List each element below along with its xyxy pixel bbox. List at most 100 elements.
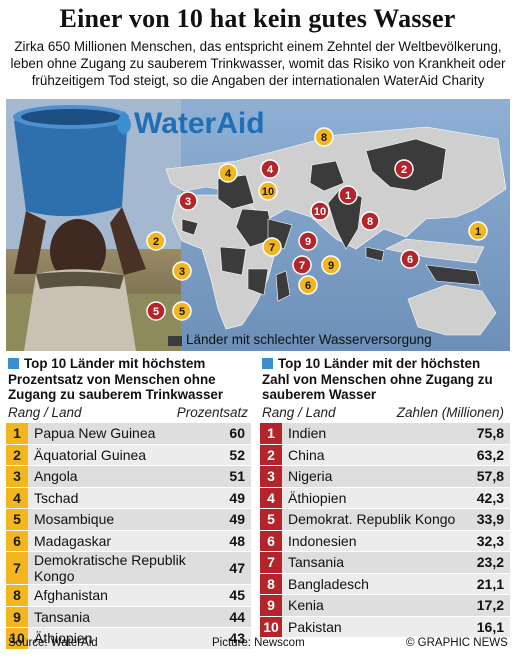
table-row: 2 China 63,2 <box>260 444 510 466</box>
value-cell: 44 <box>229 606 251 628</box>
country-name: Angola <box>28 465 230 488</box>
red-marker-label: 6 <box>407 254 413 266</box>
value-cell: 51 <box>229 465 251 488</box>
yellow-marker-label: 5 <box>179 306 185 318</box>
footer-picture: Picture: Newscom <box>212 637 305 649</box>
table-row: 3 Nigeria 57,8 <box>260 465 510 488</box>
value-cell: 45 <box>229 584 251 607</box>
rank-badge: 9 <box>260 594 282 617</box>
red-marker-label: 5 <box>153 306 159 318</box>
table-row: 7 Tansania 23,2 <box>260 551 510 574</box>
value-cell: 47 <box>229 551 251 585</box>
table-row: 4 Tschad 49 <box>6 487 251 509</box>
value-cell: 43 <box>229 627 251 650</box>
rank-badge: 8 <box>6 584 28 607</box>
rank-badge: 2 <box>260 444 282 466</box>
table-row: 5 Demokrat. Republik Kongo 33,9 <box>260 508 510 531</box>
table-row: 10 Pakistan 16,1 <box>260 616 510 638</box>
yellow-marker-label: 8 <box>321 132 327 144</box>
left-col-value: Prozentsatz <box>176 405 248 420</box>
rank-badge: 3 <box>260 465 282 488</box>
red-marker-label: 10 <box>314 206 326 218</box>
yellow-marker <box>468 221 488 241</box>
value-cell: 52 <box>229 444 251 466</box>
person-head <box>50 219 106 283</box>
country-name: Kenia <box>282 594 474 617</box>
country-name: Tansania <box>282 551 474 574</box>
table-row: 3 Angola 51 <box>6 465 251 488</box>
yellow-marker <box>218 163 238 183</box>
rank-badge: 3 <box>6 465 28 488</box>
rank-badge: 5 <box>260 508 282 531</box>
red-marker <box>310 201 330 221</box>
yellow-marker <box>262 237 282 257</box>
red-marker <box>146 301 166 321</box>
yellow-marker-label: 6 <box>305 280 311 292</box>
table-row: 9 Kenia 17,2 <box>260 594 510 617</box>
table-row: 1 Indien 75,8 <box>260 423 510 445</box>
map-photo-panel: WaterAid 1 2 3 4 5 6 7 8 9 10 1 2 3 4 5 6 7 8 9 10 <box>6 99 510 351</box>
rank-badge: 4 <box>6 487 28 509</box>
right-table: 1 Indien 75,8 2 China 63,2 3 Nigeria 57,8 4 Äthiop… <box>260 423 510 638</box>
country-name: Tansania <box>28 606 230 628</box>
red-marker <box>260 159 280 179</box>
red-marker <box>178 191 198 211</box>
country-name: Äthiopien <box>282 487 474 509</box>
red-marker <box>400 249 420 269</box>
value-cell: 57,8 <box>473 465 510 488</box>
country-name: Indien <box>282 423 474 445</box>
right-col-rank: Rang / Land <box>262 405 336 420</box>
rank-badge: 8 <box>260 573 282 595</box>
country-name: China <box>282 444 474 466</box>
value-cell: 16,1 <box>473 616 510 638</box>
table-row: 8 Bangladesch 21,1 <box>260 573 510 595</box>
rank-badge: 10 <box>260 616 282 638</box>
value-cell: 17,2 <box>473 594 510 617</box>
left-table: 1 Papua New Guinea 60 2 Äquatorial Guinea 52 3… <box>6 423 251 650</box>
value-cell: 63,2 <box>473 444 510 466</box>
legend-swatch <box>168 336 182 346</box>
table-row: 7 Demokratische Republik Kongo 47 <box>6 551 251 585</box>
rank-badge: 7 <box>260 551 282 574</box>
table-row: 1 Papua New Guinea 60 <box>6 423 251 445</box>
table-row: 6 Madagaskar 48 <box>6 530 251 552</box>
value-cell: 42,3 <box>473 487 510 509</box>
legend-label: Länder mit schlechter Wasserversorgung <box>186 332 432 347</box>
rank-badge: 5 <box>6 508 28 531</box>
yellow-marker-label: 2 <box>153 236 159 248</box>
person-shirt <box>24 269 136 351</box>
yellow-marker-label: 10 <box>262 186 274 198</box>
value-cell: 33,9 <box>473 508 510 531</box>
left-panel-heading: Top 10 Länder mit höchstem Prozentsatz v… <box>8 356 224 402</box>
yellow-marker-label: 3 <box>179 266 185 278</box>
red-marker-label: 1 <box>345 190 351 202</box>
right-col-value: Zahlen (Millionen) <box>396 405 504 420</box>
red-marker-label: 2 <box>401 164 407 176</box>
intro-text: Zirka 650 Millionen Menschen, das entspr… <box>10 39 506 88</box>
yellow-marker-label: 9 <box>328 260 334 272</box>
rank-badge: 4 <box>260 487 282 509</box>
square-icon <box>262 358 273 369</box>
rank-badge: 1 <box>260 423 282 445</box>
red-marker-label: 3 <box>185 196 191 208</box>
country-name: Bangladesch <box>282 573 474 595</box>
bucket <box>14 109 128 217</box>
rank-badge: 6 <box>260 530 282 552</box>
red-marker <box>360 211 380 231</box>
value-cell: 48 <box>229 530 251 552</box>
red-marker-label: 4 <box>267 164 274 176</box>
wateraid-logo: WaterAid <box>117 107 265 140</box>
country-name: Äquatorial Guinea <box>28 444 230 466</box>
value-cell: 21,1 <box>473 573 510 595</box>
yellow-marker <box>314 127 334 147</box>
rank-badge: 10 <box>6 627 28 650</box>
country-name: Demokratische Republik Kongo <box>28 551 230 585</box>
value-cell: 23,2 <box>473 551 510 574</box>
country-name: Nigeria <box>282 465 474 488</box>
red-marker-label: 8 <box>367 216 373 228</box>
country-name: Demokrat. Republik Kongo <box>282 508 474 531</box>
yellow-marker <box>172 261 192 281</box>
footer-source: Source: WaterAid <box>8 637 98 649</box>
value-cell: 49 <box>229 487 251 509</box>
